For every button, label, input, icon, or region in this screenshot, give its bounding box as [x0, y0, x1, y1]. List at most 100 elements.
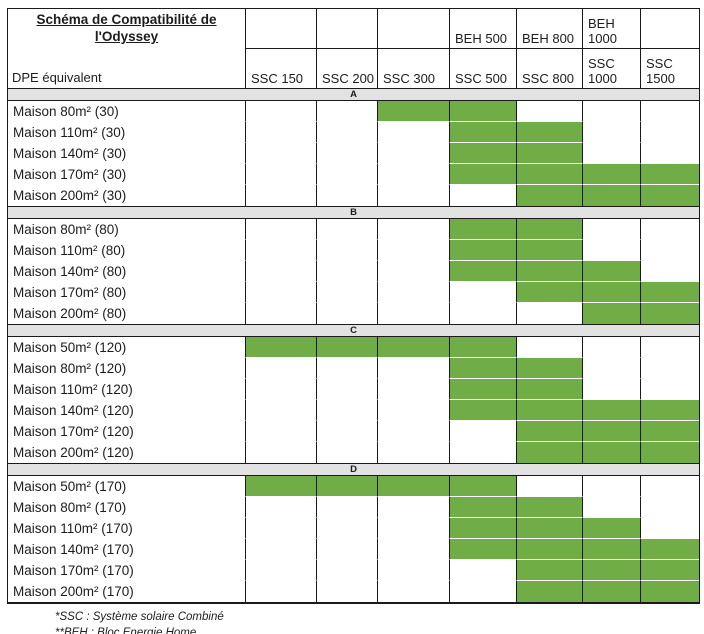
- dpe-class-band: D: [8, 463, 699, 476]
- ssc-header-150: SSC 150: [246, 48, 317, 88]
- compat-cell-empty: [378, 219, 450, 240]
- compat-cell-empty: [378, 379, 450, 400]
- compat-cell-empty: [378, 539, 450, 560]
- compat-cell-empty: [378, 303, 450, 324]
- compat-body: A Maison 80m² (30) Maison 110m² (30) Maison…: [8, 88, 699, 602]
- compat-cell-compatible: [583, 400, 641, 421]
- compat-cell-empty: [246, 358, 317, 379]
- compat-cell-compatible: [517, 497, 583, 518]
- compat-cell-empty: [641, 219, 699, 240]
- ssc-header-1000: SSC 1000: [583, 48, 641, 88]
- compat-cell-compatible: [317, 337, 378, 358]
- compat-cell-empty: [450, 185, 517, 206]
- compat-cell-empty: [517, 476, 583, 497]
- beh-header-ssc1500: [641, 9, 699, 49]
- house-row-label: Maison 110m² (170): [8, 518, 246, 539]
- ssc-header-300: SSC 300: [378, 48, 450, 88]
- compat-cell-empty: [378, 442, 450, 463]
- compat-cell-empty: [317, 560, 378, 581]
- beh-header-ssc150: [246, 9, 317, 49]
- compat-cell-empty: [317, 518, 378, 539]
- compat-cell-empty: [246, 421, 317, 442]
- compat-cell-empty: [317, 497, 378, 518]
- house-row-label: Maison 80m² (170): [8, 497, 246, 518]
- compat-cell-empty: [450, 442, 517, 463]
- compat-cell-compatible: [583, 539, 641, 560]
- compat-cell-empty: [317, 122, 378, 143]
- compat-cell-compatible: [450, 164, 517, 185]
- compat-cell-empty: [378, 400, 450, 421]
- compat-cell-empty: [246, 219, 317, 240]
- compat-cell-empty: [641, 101, 699, 122]
- compat-cell-compatible: [641, 282, 699, 303]
- compat-cell-empty: [246, 581, 317, 602]
- compat-cell-compatible: [517, 358, 583, 379]
- compat-cell-compatible: [641, 400, 699, 421]
- house-row-label: Maison 170m² (170): [8, 560, 246, 581]
- header-row-beh: Schéma de Compatibilité de l'Odyssey DPE…: [8, 9, 699, 88]
- compat-cell-compatible: [246, 337, 317, 358]
- compat-cell-compatible: [583, 164, 641, 185]
- header-row-ssc: SSC 150 SSC 200 SSC 300 SSC 500 SSC 800 …: [8, 48, 699, 88]
- beh-header-ssc300: [378, 9, 450, 49]
- compat-cell-empty: [317, 261, 378, 282]
- footnote-beh: **BEH : Bloc Energie Home: [55, 627, 197, 634]
- table-row: Maison 140m² (120): [8, 400, 699, 421]
- table-row: Maison 50m² (120): [8, 337, 699, 358]
- compat-cell-empty: [583, 337, 641, 358]
- compat-cell-compatible: [641, 421, 699, 442]
- house-row-label: Maison 110m² (30): [8, 122, 246, 143]
- compat-cell-empty: [317, 400, 378, 421]
- compat-cell-compatible: [450, 476, 517, 497]
- compat-cell-empty: [641, 476, 699, 497]
- house-row-label: Maison 80m² (120): [8, 358, 246, 379]
- compat-cell-empty: [583, 497, 641, 518]
- compat-cell-compatible: [583, 282, 641, 303]
- title-cell: Schéma de Compatibilité de l'Odyssey DPE…: [8, 9, 246, 88]
- table-row: Maison 80m² (30): [8, 101, 699, 122]
- house-row-label: Maison 110m² (80): [8, 240, 246, 261]
- compat-cell-compatible: [583, 560, 641, 581]
- compat-cell-empty: [450, 282, 517, 303]
- compat-cell-empty: [517, 101, 583, 122]
- compat-cell-empty: [317, 358, 378, 379]
- compat-cell-compatible: [450, 122, 517, 143]
- table-row: Maison 200m² (30): [8, 185, 699, 206]
- house-row-label: Maison 200m² (170): [8, 581, 246, 602]
- compat-cell-compatible: [517, 282, 583, 303]
- compat-cell-compatible: [583, 185, 641, 206]
- table-row: Maison 50m² (170): [8, 476, 699, 497]
- compat-cell-empty: [378, 185, 450, 206]
- compat-cell-empty: [317, 164, 378, 185]
- compat-cell-empty: [378, 164, 450, 185]
- table-row: Maison 200m² (80): [8, 303, 699, 324]
- compat-cell-compatible: [517, 240, 583, 261]
- compat-cell-empty: [641, 379, 699, 400]
- footnotes: *SSC : Système solaire Combiné **BEH : B…: [55, 609, 704, 634]
- band-row: C: [8, 324, 699, 337]
- compat-cell-empty: [246, 442, 317, 463]
- compat-cell-empty: [378, 581, 450, 602]
- house-row-label: Maison 170m² (120): [8, 421, 246, 442]
- compat-cell-empty: [378, 358, 450, 379]
- table-row: Maison 140m² (30): [8, 143, 699, 164]
- ssc-header-200: SSC 200: [317, 48, 378, 88]
- band-row: A: [8, 88, 699, 101]
- compat-cell-empty: [317, 539, 378, 560]
- compat-cell-compatible: [378, 476, 450, 497]
- compat-cell-empty: [378, 240, 450, 261]
- house-row-label: Maison 140m² (30): [8, 143, 246, 164]
- house-row-label: Maison 50m² (120): [8, 337, 246, 358]
- table-row: Maison 170m² (120): [8, 421, 699, 442]
- compat-cell-empty: [583, 379, 641, 400]
- table-row: Maison 110m² (170): [8, 518, 699, 539]
- compat-cell-compatible: [517, 164, 583, 185]
- compat-cell-empty: [246, 240, 317, 261]
- compat-cell-empty: [246, 185, 317, 206]
- ssc-header-500: SSC 500: [450, 48, 517, 88]
- compat-cell-compatible: [517, 185, 583, 206]
- dpe-class-band: C: [8, 324, 699, 337]
- compat-cell-compatible: [450, 261, 517, 282]
- compat-cell-compatible: [317, 476, 378, 497]
- table-row: Maison 170m² (170): [8, 560, 699, 581]
